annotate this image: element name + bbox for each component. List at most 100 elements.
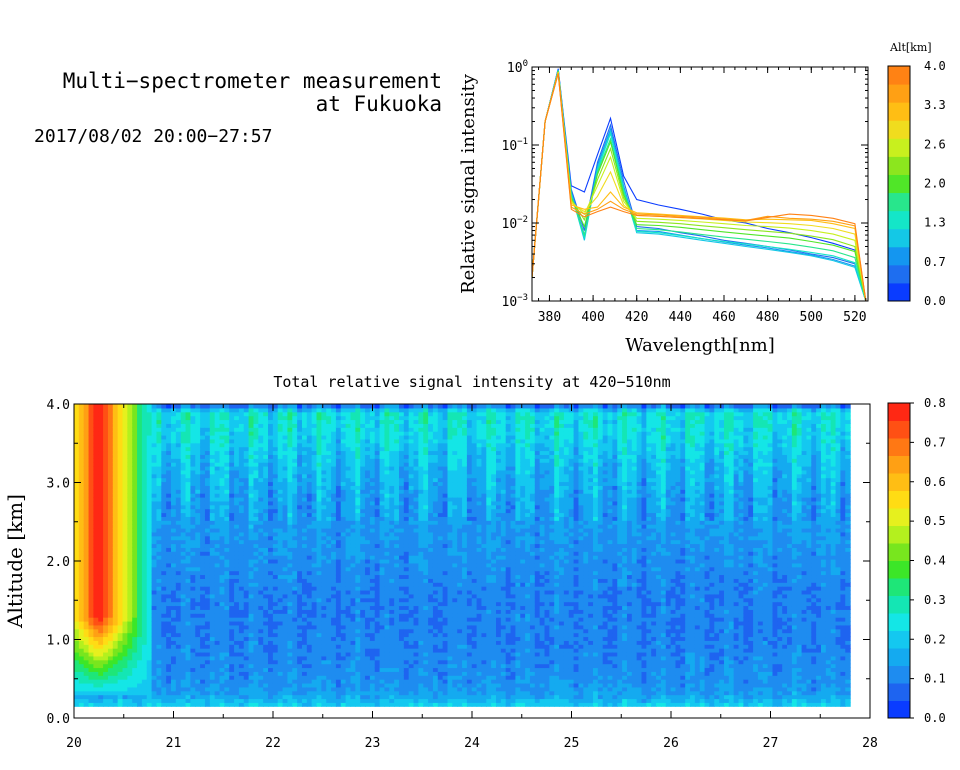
heatmap-cell [156,620,162,626]
heatmap-cell [277,438,284,444]
heatmap-cell [224,593,230,599]
heatmap-cell [335,686,342,692]
heatmap-cell [112,690,119,696]
heatmap-cell [161,465,167,471]
heatmap-cell [151,431,158,436]
heatmap-cell [219,411,225,417]
heatmap-cell [238,454,245,459]
heatmap-cell [253,469,259,475]
heatmap-cell [83,671,90,676]
heatmap-cell [365,698,371,703]
heatmap-cell [263,558,269,564]
heatmap-cell [209,496,216,502]
heatmap-cell [83,450,90,455]
heatmap-cell [180,570,187,576]
heatmap-cell [141,462,148,467]
heatmap-cell [331,543,337,548]
heatmap-cell [156,535,162,541]
heatmap-cell [185,543,192,548]
heatmap-cell [272,628,279,634]
heatmap-cell [219,450,225,455]
heatmap-cell [345,462,352,467]
heatmap-cell [311,609,318,614]
heatmap-cell [151,493,158,498]
heatmap-cell [78,435,85,440]
heatmap-cell [74,500,80,506]
heatmap-cell [263,605,269,610]
heatmap-cell [311,597,318,603]
heatmap-cell [200,524,206,529]
heatmap-cell [88,446,94,452]
heatmap-cell [209,562,216,568]
heatmap-cell [185,558,192,564]
heatmap-cell [219,686,225,692]
heatmap-cell [146,651,153,657]
heatmap-cell [258,686,264,692]
heatmap-cell [132,551,138,556]
heatmap-cell [345,512,352,517]
heatmap-cell [146,427,153,432]
heatmap-cell [253,582,259,587]
heatmap-cell [234,609,240,614]
heatmap-cell [272,632,279,638]
heatmap-cell [234,423,240,428]
heatmap-cell [311,702,318,707]
heatmap-cell [78,675,85,680]
heatmap-cell [146,597,153,603]
heatmap-cell [238,686,245,692]
heatmap-cell [195,555,201,560]
heatmap-cell [200,465,206,471]
heatmap-cell [78,423,85,428]
heatmap-cell [306,679,313,684]
heatmap-cell [365,562,371,568]
heatmap-cell [229,411,235,417]
heatmap-cell [277,496,284,502]
heatmap-cell [209,648,216,653]
heatmap-cell [103,512,109,517]
heatmap-cell [282,679,289,684]
heatmap-cell [132,407,138,413]
heatmap-cell [195,651,201,657]
heatmap-cell [321,659,327,665]
heatmap-cell [146,407,153,413]
heatmap-cell [190,477,196,483]
heatmap-cell [355,644,361,649]
heatmap-cell [369,609,376,614]
heatmap-cell [180,431,187,436]
heatmap-cell [297,493,303,498]
heatmap-cell [175,547,182,552]
heatmap-cell [238,469,245,475]
heatmap-cell [112,562,119,568]
heatmap-cell [238,520,245,525]
heatmap-cell [326,663,332,669]
heatmap-cell [214,485,221,490]
heatmap-cell [88,574,94,579]
heatmap-cell [219,500,225,506]
heatmap-cell [345,527,352,533]
heatmap-cell [335,601,342,607]
heatmap-cell [107,551,114,556]
heatmap-cell [209,431,216,436]
heatmap-cell [204,570,211,576]
heatmap-cell [122,435,128,440]
heatmap-cell [98,694,104,700]
heatmap-cell [326,702,332,707]
heatmap-cell [166,671,172,676]
heatmap-cell [180,655,187,661]
heatmap-cell [93,431,99,436]
heatmap-cell [156,679,162,684]
heatmap-cell [219,465,225,471]
heatmap-cell [316,411,322,417]
heatmap-cell [229,551,235,556]
heatmap-cell [268,473,274,479]
heatmap-cell [122,609,128,614]
heatmap-cell [340,527,347,533]
heatmap-cell [132,624,138,630]
heatmap-cell [311,454,318,459]
heatmap-cell [161,531,167,537]
heatmap-cell [335,438,342,444]
heatmap-cell [268,423,274,428]
heatmap-cell [306,450,313,455]
heatmap-cell [122,419,128,424]
heatmap-cell [180,465,187,471]
